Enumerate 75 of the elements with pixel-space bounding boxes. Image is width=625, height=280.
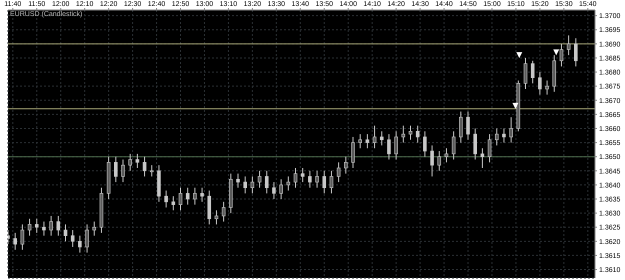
candlestick — [78, 235, 82, 254]
candlestick — [200, 187, 204, 202]
candlestick — [502, 128, 506, 144]
candlestick — [408, 125, 412, 140]
candlestick — [380, 130, 384, 146]
candlestick — [480, 148, 484, 168]
candlestick — [524, 57, 528, 90]
candlestick — [351, 136, 355, 168]
point — [516, 52, 522, 58]
candlestick — [545, 80, 549, 96]
candlestick — [330, 170, 334, 194]
candlestick — [214, 210, 218, 225]
candlestick — [530, 60, 534, 84]
candlestick — [560, 43, 564, 67]
candlestick — [394, 130, 398, 160]
candlestick — [92, 221, 96, 236]
point — [512, 102, 518, 109]
candlestick — [56, 215, 60, 236]
candlestick — [574, 38, 578, 67]
candlestick — [172, 196, 176, 211]
candlestick — [488, 134, 492, 163]
candlestick — [473, 128, 477, 160]
candlestick — [466, 111, 470, 140]
candlestick — [13, 232, 17, 250]
candlestick — [250, 176, 254, 194]
candlestick — [64, 224, 68, 242]
candlestick — [222, 201, 226, 222]
candlestick — [20, 224, 24, 250]
candlestick — [279, 178, 283, 200]
candlestick — [300, 167, 304, 183]
candlestick — [372, 125, 376, 149]
candlestick — [566, 34, 570, 56]
candlestick — [264, 170, 269, 194]
candlestick — [142, 156, 146, 177]
candlestick — [193, 187, 197, 206]
candlestick — [444, 148, 448, 163]
candlestick — [294, 167, 298, 188]
candlestick — [85, 224, 89, 254]
candlestick — [121, 159, 125, 183]
candlestick — [358, 134, 362, 149]
candlestick — [49, 215, 53, 236]
candlestick — [164, 190, 168, 208]
candlestick — [258, 170, 262, 188]
candlestick — [416, 125, 420, 144]
candlestick — [437, 150, 442, 172]
candlestick — [150, 164, 154, 177]
candlestick — [272, 182, 276, 200]
candlestick — [387, 134, 391, 160]
candlestick — [207, 190, 212, 225]
candlestick — [423, 130, 427, 158]
candlestick — [344, 156, 348, 174]
candlestick — [114, 156, 118, 183]
point — [553, 49, 560, 56]
candlestick — [243, 176, 247, 194]
candlestick — [178, 187, 182, 211]
candlestick — [430, 144, 434, 177]
candlestick — [538, 72, 542, 96]
candlestick — [509, 116, 513, 144]
candlestick — [366, 134, 370, 149]
candlestick — [452, 130, 456, 160]
candlestick — [322, 170, 326, 194]
candlestick — [459, 111, 463, 144]
candlestick — [34, 218, 39, 234]
candlestick — [236, 173, 240, 188]
candlestick — [186, 187, 190, 206]
candlestick — [402, 125, 406, 144]
candlestick — [494, 128, 499, 146]
candlestick — [70, 230, 74, 248]
candlestick — [136, 153, 140, 168]
candlestick — [42, 221, 46, 236]
candlestick — [28, 218, 32, 236]
candlestick — [308, 170, 312, 188]
candlestick — [128, 153, 132, 172]
candlestick — [315, 170, 319, 188]
candlestick — [336, 162, 340, 183]
